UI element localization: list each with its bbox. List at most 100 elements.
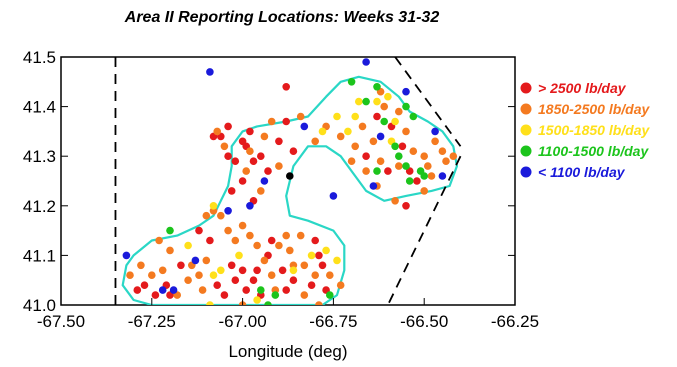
data-point — [166, 226, 174, 235]
data-point — [369, 182, 378, 190]
data-point — [307, 251, 316, 260]
data-point — [246, 231, 254, 240]
data-point — [231, 157, 240, 165]
data-point — [333, 256, 341, 265]
data-point — [282, 286, 291, 294]
data-point — [140, 281, 149, 290]
dashed-boundary-line — [394, 57, 462, 147]
data-point — [384, 167, 392, 175]
data-point — [286, 172, 294, 180]
data-point — [329, 192, 338, 200]
data-point — [155, 236, 163, 245]
x-tick-label: -66.50 — [400, 312, 448, 331]
data-point — [326, 271, 334, 280]
data-point — [322, 246, 330, 255]
data-point — [344, 127, 352, 136]
data-point — [300, 261, 309, 270]
data-point — [413, 177, 421, 185]
data-point — [166, 246, 174, 255]
x-tick-label: -66.75 — [309, 312, 357, 331]
data-point — [358, 122, 367, 131]
data-point — [449, 152, 458, 160]
data-point — [231, 236, 240, 245]
data-point — [347, 157, 356, 165]
data-point — [373, 83, 381, 91]
data-point — [195, 271, 203, 280]
data-point — [209, 202, 218, 210]
data-point — [380, 117, 389, 126]
data-point — [184, 276, 192, 285]
data-point — [220, 142, 229, 151]
data-point — [184, 241, 192, 250]
data-point — [158, 286, 167, 294]
data-point — [373, 97, 381, 106]
data-point — [246, 147, 254, 155]
data-point — [369, 137, 378, 146]
data-point — [315, 251, 323, 260]
data-point — [282, 117, 291, 126]
data-point — [278, 266, 287, 275]
data-point — [420, 152, 429, 160]
data-point — [362, 167, 370, 175]
data-point — [402, 127, 410, 136]
legend-marker — [520, 145, 532, 157]
data-point — [326, 291, 334, 299]
data-point — [315, 301, 323, 305]
data-point — [409, 147, 418, 155]
data-point — [249, 276, 258, 285]
data-point — [275, 162, 283, 170]
data-point — [333, 112, 341, 121]
data-point — [300, 291, 309, 299]
y-tick-label: 41.4 — [23, 98, 56, 117]
y-tick-label: 41.1 — [23, 246, 56, 265]
data-point — [336, 281, 345, 290]
data-point — [336, 132, 345, 141]
data-point — [318, 261, 327, 270]
legend-marker — [520, 103, 532, 115]
data-point — [177, 261, 185, 270]
x-tick-label: -67.50 — [37, 312, 85, 331]
data-point — [238, 266, 247, 275]
data-point — [380, 102, 389, 111]
data-point — [264, 301, 272, 305]
legend-marker — [520, 166, 532, 178]
data-point — [137, 261, 145, 270]
data-point — [289, 276, 298, 285]
data-point — [311, 236, 320, 245]
data-point — [227, 187, 236, 195]
data-point — [402, 162, 410, 170]
data-point — [202, 256, 211, 265]
data-point — [300, 122, 309, 131]
data-point — [158, 266, 167, 275]
boundary-outline — [121, 75, 458, 305]
data-point — [409, 112, 418, 121]
data-point — [246, 202, 254, 210]
data-point — [257, 286, 265, 294]
data-point — [202, 211, 211, 220]
data-point — [286, 246, 294, 255]
data-point — [271, 291, 280, 299]
data-point — [296, 231, 305, 240]
legend-marker — [520, 82, 532, 94]
data-point — [395, 162, 403, 170]
data-point — [260, 177, 269, 185]
data-point — [275, 241, 283, 250]
data-point — [438, 172, 447, 180]
data-point — [373, 112, 381, 121]
points-layer — [122, 58, 458, 305]
data-point — [296, 112, 305, 121]
data-point — [384, 92, 392, 101]
data-point — [402, 102, 410, 111]
data-point — [289, 266, 298, 275]
data-point — [442, 157, 450, 165]
data-point — [198, 286, 207, 294]
data-point — [238, 221, 247, 230]
data-point — [260, 256, 269, 265]
legend: > 2500 lb/day 1850-2500 lb/day 1500-1850 l… — [520, 80, 651, 180]
ticks-layer: -67.50 -67.25 -67.00 -66.75 -66.50 -66.25 41.0… — [23, 48, 539, 331]
data-point — [195, 226, 203, 235]
data-point — [347, 78, 356, 86]
data-point — [217, 266, 225, 275]
x-tick-label: -67.25 — [128, 312, 176, 331]
